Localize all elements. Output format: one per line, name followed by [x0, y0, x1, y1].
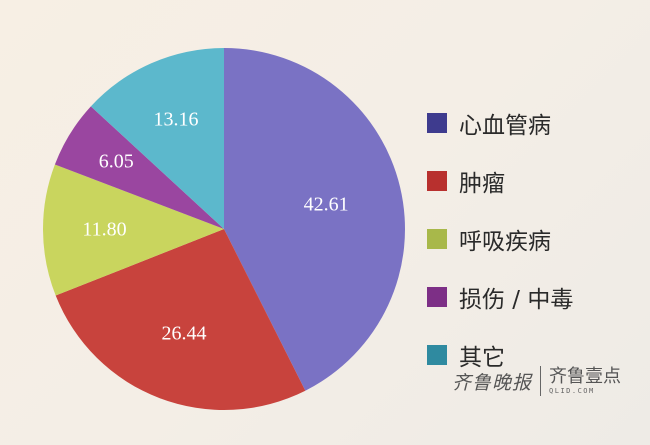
slice-other — [90, 48, 225, 229]
legend-item-other: 其它 — [427, 326, 573, 384]
app-logo-name: 齐鲁壹点 — [549, 365, 622, 387]
legend-item-tumor: 肿瘤 — [427, 152, 573, 210]
legend-item-cardiovascular: 心血管病 — [427, 94, 573, 152]
legend: 心血管病 肿瘤 呼吸疾病 损伤 / 中毒 其它 — [427, 94, 573, 384]
slice-injury-poisoning — [54, 106, 224, 229]
legend-swatch — [427, 113, 447, 133]
slice-respiratory — [43, 164, 225, 296]
slice-value-label: 26.44 — [161, 322, 207, 345]
newspaper-logo: 齐鲁晚报 — [452, 371, 533, 394]
legend-swatch — [427, 229, 447, 249]
slice-value-label: 13.16 — [153, 108, 199, 131]
legend-label: 其它 — [459, 345, 505, 371]
slice-cardiovascular — [224, 47, 406, 391]
slice-value-label: 42.61 — [303, 193, 349, 216]
legend-label: 心血管病 — [459, 113, 551, 139]
slice-value-label: 11.80 — [82, 218, 127, 241]
slice-value-label: 6.05 — [98, 150, 134, 173]
legend-swatch — [427, 171, 447, 191]
logo-divider — [540, 366, 542, 396]
legend-swatch — [427, 287, 447, 307]
legend-item-injury-poisoning: 损伤 / 中毒 — [427, 268, 573, 326]
legend-swatch — [427, 345, 447, 365]
app-logo-url: QLID.COM — [549, 386, 595, 395]
legend-label: 损伤 / 中毒 — [459, 287, 574, 313]
slice-tumor — [55, 229, 306, 411]
legend-item-respiratory: 呼吸疾病 — [427, 210, 573, 268]
legend-label: 肿瘤 — [459, 171, 505, 197]
watermark-logo: 齐鲁晚报 齐鲁壹点 QLID.COM — [452, 366, 621, 396]
app-logo: 齐鲁壹点 QLID.COM — [549, 365, 622, 395]
legend-label: 呼吸疾病 — [459, 229, 551, 255]
